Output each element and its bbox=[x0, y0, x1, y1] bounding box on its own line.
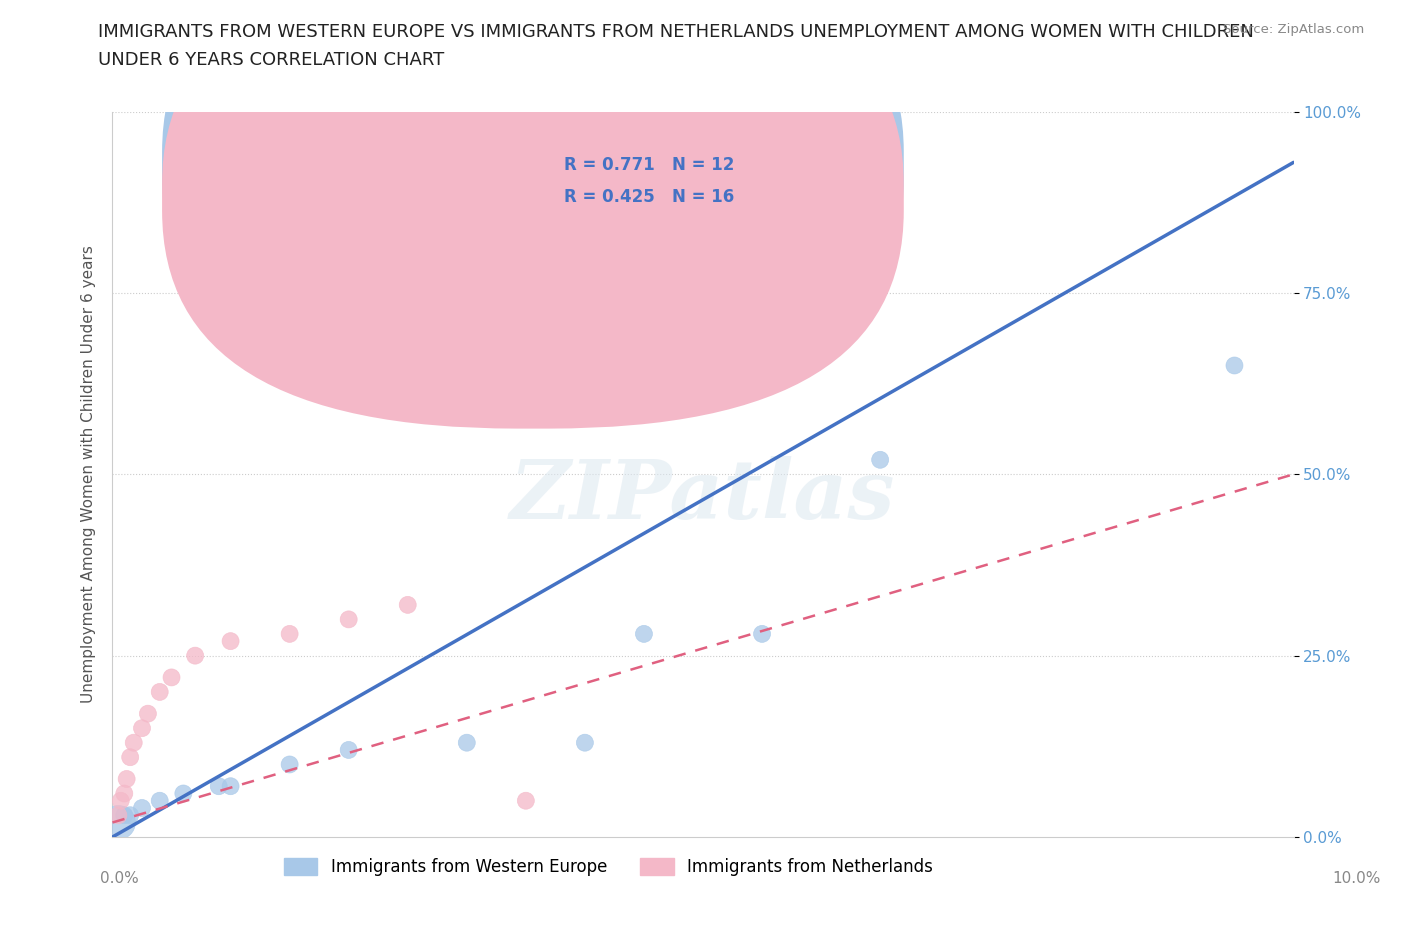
Point bbox=[120, 808, 142, 823]
Point bbox=[278, 627, 301, 642]
Text: Source: ZipAtlas.com: Source: ZipAtlas.com bbox=[1223, 23, 1364, 36]
Point bbox=[107, 808, 129, 823]
Point bbox=[120, 750, 142, 764]
Point bbox=[184, 648, 207, 663]
Text: R = 0.425   N = 16: R = 0.425 N = 16 bbox=[564, 188, 734, 206]
Point bbox=[122, 736, 145, 751]
FancyBboxPatch shape bbox=[162, 0, 904, 429]
Point bbox=[160, 670, 183, 684]
Text: IMMIGRANTS FROM WESTERN EUROPE VS IMMIGRANTS FROM NETHERLANDS UNEMPLOYMENT AMONG: IMMIGRANTS FROM WESTERN EUROPE VS IMMIGR… bbox=[98, 23, 1254, 41]
Text: 0.0%: 0.0% bbox=[100, 871, 139, 886]
FancyBboxPatch shape bbox=[496, 137, 815, 228]
Point bbox=[396, 597, 419, 612]
Y-axis label: Unemployment Among Women with Children Under 6 years: Unemployment Among Women with Children U… bbox=[80, 246, 96, 703]
Text: UNDER 6 YEARS CORRELATION CHART: UNDER 6 YEARS CORRELATION CHART bbox=[98, 51, 444, 69]
Text: ZIPatlas: ZIPatlas bbox=[510, 456, 896, 536]
Point bbox=[172, 786, 194, 801]
Point bbox=[219, 633, 242, 648]
Point bbox=[515, 793, 537, 808]
Point bbox=[131, 801, 153, 816]
Point bbox=[131, 721, 153, 736]
Point bbox=[337, 612, 360, 627]
Point bbox=[149, 793, 172, 808]
Text: 10.0%: 10.0% bbox=[1333, 871, 1381, 886]
Point bbox=[208, 778, 231, 793]
Point bbox=[115, 772, 138, 787]
Point bbox=[107, 815, 129, 830]
Point bbox=[869, 452, 891, 467]
Text: R = 0.771   N = 12: R = 0.771 N = 12 bbox=[564, 156, 734, 174]
FancyBboxPatch shape bbox=[162, 0, 904, 397]
Legend: Immigrants from Western Europe, Immigrants from Netherlands: Immigrants from Western Europe, Immigran… bbox=[277, 852, 939, 883]
Point bbox=[112, 808, 135, 823]
Point bbox=[456, 736, 478, 751]
Point bbox=[574, 736, 596, 751]
Point bbox=[112, 786, 135, 801]
Point bbox=[149, 684, 172, 699]
Point bbox=[278, 757, 301, 772]
Point bbox=[136, 706, 159, 721]
Point bbox=[751, 627, 773, 642]
Point bbox=[1223, 358, 1246, 373]
Point bbox=[110, 793, 132, 808]
Point bbox=[219, 778, 242, 793]
Point bbox=[337, 742, 360, 757]
Point bbox=[633, 627, 655, 642]
